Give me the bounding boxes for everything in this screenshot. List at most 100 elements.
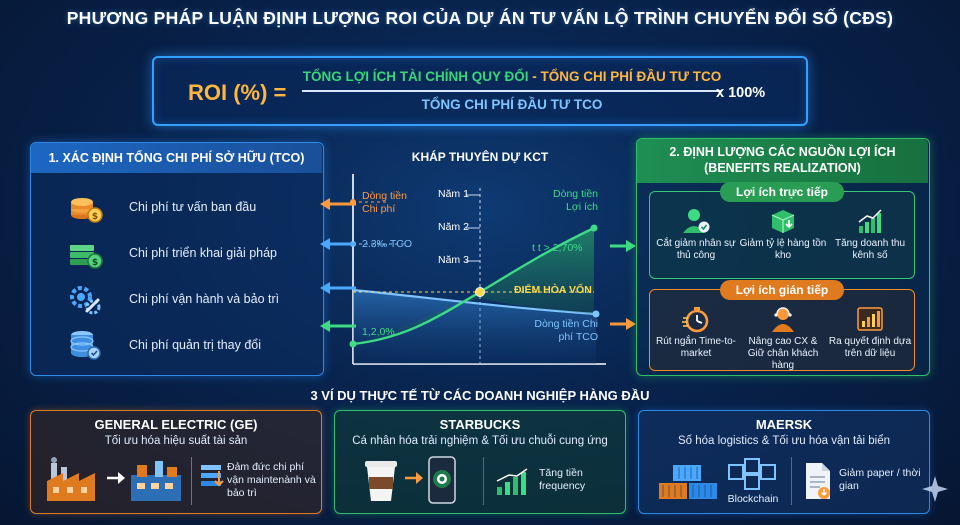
page-title: PHƯƠNG PHÁP LUẬN ĐỊNH LƯỢNG ROI CỦA DỰ Á… [66, 8, 894, 28]
rate-label: t t > 2,70% [532, 242, 583, 254]
benefit-item: Giảm tỷ lệ hàng tồn kho [739, 206, 827, 262]
indirect-benefits-box: Lợi ích gián tiếp Rút ngắn Time-to-marke… [649, 280, 915, 372]
cost-item-label: Chi phí quản trị thay đổi [129, 338, 262, 352]
benefit-label: Nâng cao CX & Giữ chân khách hàng [747, 336, 819, 371]
year-2-label: Năm 2 [438, 221, 469, 233]
chart-title: KHÁP THUYÊN DỰ KCT [411, 150, 549, 164]
customer-icon [772, 307, 794, 332]
person-check-icon [683, 209, 710, 233]
cost-item-consulting: $ Chi phí tư vấn ban đầu [67, 187, 317, 227]
benefits-heading-line2: (BENEFITS REALIZATION) [704, 161, 861, 175]
numerator-benefit: TỔNG LỢI ÍCH TÀI CHÍNH QUY ĐỔI [302, 69, 529, 84]
breakeven-label: ĐIỂM HÒA VỐN [514, 284, 592, 296]
case-name: STARBUCKS [439, 417, 521, 432]
document-icon [806, 463, 830, 499]
benefit-label: Tăng doanh thu kênh số [834, 238, 906, 261]
svg-text:$: $ [92, 258, 98, 268]
bar-growth-icon [858, 209, 882, 233]
containers-icon [659, 465, 717, 499]
cost-cashflow-label: Dòng tiền Chi phí [362, 190, 407, 215]
left-arrows [320, 198, 356, 332]
case-name: MAERSK [755, 417, 813, 432]
roi-denominator: TỔNG CHI PHÍ ĐẦU TƯ TCO [421, 97, 603, 112]
factory-icon [47, 457, 95, 501]
cost-area [353, 290, 596, 364]
cost-item-label: Chi phí vận hành và bảo trì [129, 292, 280, 306]
mobile-app-icon [428, 456, 456, 504]
direct-benefits-box: Lợi ích trực tiếp Cắt giảm nhân sự thủ c… [649, 182, 915, 279]
stopwatch-icon [682, 307, 709, 333]
benefit-label: Rút ngắn Time-to-market [655, 336, 737, 359]
cost-item-label: Chi phí triển khai giải pháp [129, 246, 278, 260]
frequency-growth-icon [496, 468, 528, 495]
tco-label: 2.3‰ TCO [362, 238, 412, 250]
tco-panel: 1. XÁC ĐỊNH TỔNG CHI PHÍ SỞ HỮU (TCO) $ … [30, 142, 324, 376]
roi-numerator: TỔNG LỢI ÍCH TÀI CHÍNH QUY ĐỔI - TỔNG CH… [302, 69, 722, 84]
indirect-benefits-title: Lợi ích gián tiếp [720, 280, 844, 300]
cost-item-implementation: $ Chi phí triển khai giải pháp [67, 233, 317, 273]
tco-panel-heading: 1. XÁC ĐỊNH TỔNG CHI PHÍ SỞ HỮU (TCO) [31, 143, 322, 173]
benefits-heading-line1: 2. ĐỊNH LƯỢNG CÁC NGUỒN LỢI ÍCH [669, 145, 896, 159]
roi-label: ROI (%) = [188, 80, 287, 105]
numerator-minus: - [528, 69, 541, 84]
case-desc: Tối ưu hóa hiệu suất tài sản [104, 435, 248, 447]
benefits-panel-heading: 2. ĐỊNH LƯỢNG CÁC NGUỒN LỢI ÍCH (BENEFIT… [637, 139, 928, 183]
breakeven-point [475, 287, 485, 297]
benefit-label: Ra quyết định dựa trên dữ liệu [828, 336, 912, 359]
benefit-label: Giảm tỷ lệ hàng tồn kho [739, 238, 827, 261]
box-down-icon [771, 210, 795, 233]
start-label: 1,2,0% [362, 326, 395, 338]
case-note: Giảm paper / thời gian [839, 467, 921, 492]
benefits-panel: 2. ĐỊNH LƯỢNG CÁC NGUỒN LỢI ÍCH (BENEFIT… [636, 138, 930, 376]
roi-formula-box: ROI (%) = TỔNG LỢI ÍCH TÀI CHÍNH QUY ĐỔI… [152, 56, 808, 126]
benefit-item: Cắt giảm nhân sự thủ công [652, 206, 740, 262]
case-ge: GENERAL ELECTRIC (GE) Tối ưu hóa hiệu su… [30, 410, 322, 514]
cost-line-label: Dòng tiền Chi phí TCO [534, 318, 598, 343]
sparkle-icon [922, 476, 948, 502]
benefit-cashflow-label: Dòng tiền Lợi ích [553, 188, 598, 213]
arrow-right-icon [107, 472, 125, 484]
coin-stack-icon: $ [71, 198, 103, 223]
case-starbucks: STARBUCKS Cá nhân hóa trải nghiệm & Tối … [334, 410, 626, 514]
maintenance-cost-icon [201, 465, 224, 487]
benefit-item: Rút ngắn Time-to-market [652, 304, 740, 360]
divider [483, 457, 484, 505]
case-note: Tăng tiền frequency [539, 467, 586, 492]
divider [791, 457, 792, 505]
examples-title: 3 VÍ DỤ THỰC TẾ TỪ CÁC DOANH NGHIỆP HÀNG… [310, 388, 650, 403]
cost-item-change-management: Chi phí quản trị thay đổi [67, 325, 317, 365]
start-point [349, 340, 357, 348]
year-1-label: Năm 1 [438, 188, 469, 200]
divider [191, 457, 192, 505]
chart-decision-icon [857, 307, 883, 331]
coffee-cup-icon [365, 461, 397, 501]
database-icon [70, 331, 101, 360]
roi-breakeven-chart [349, 174, 606, 365]
smart-plant-icon [131, 461, 181, 501]
blockchain-label: Blockchain [727, 493, 779, 505]
right-arrows [610, 240, 636, 330]
gear-wrench-icon [70, 286, 101, 315]
cost-item-label: Chi phí tư vấn ban đầu [129, 200, 257, 214]
case-name: GENERAL ELECTRIC (GE) [94, 417, 258, 432]
direct-benefits-title: Lợi ích trực tiếp [720, 182, 844, 202]
case-desc: Cá nhân hóa trải nghiệm & Tối ưu chuỗi c… [352, 435, 608, 447]
fraction-line [302, 90, 722, 92]
case-maersk: MAERSK Số hóa logistics & Tối ưu hóa vận… [638, 410, 930, 514]
arrow-right-icon [405, 472, 423, 484]
case-desc: Số hóa logistics & Tối ưu hóa vận tải bi… [677, 435, 891, 447]
cash-stack-icon: $ [70, 245, 103, 269]
case-note: Đảm đức chi phí vận maintenành và bảo tr… [227, 461, 316, 499]
blockchain-icon [728, 458, 776, 490]
benefit-area [353, 228, 594, 344]
svg-text:$: $ [92, 212, 98, 222]
benefit-label: Cắt giảm nhân sự thủ công [656, 238, 736, 261]
year-3-label: Năm 3 [438, 254, 469, 266]
cost-item-operation: Chi phí vận hành và bảo trì [67, 279, 317, 319]
numerator-cost: TỔNG CHI PHÍ ĐẦU TƯ TCO [540, 69, 722, 84]
benefit-item: Nâng cao CX & Giữ chân khách hàng [739, 304, 827, 372]
benefit-end-point [590, 224, 598, 232]
roi-multiplier: x 100% [716, 85, 766, 101]
cost-end-point [592, 310, 600, 318]
benefit-item: Tăng doanh thu kênh số [826, 206, 914, 262]
